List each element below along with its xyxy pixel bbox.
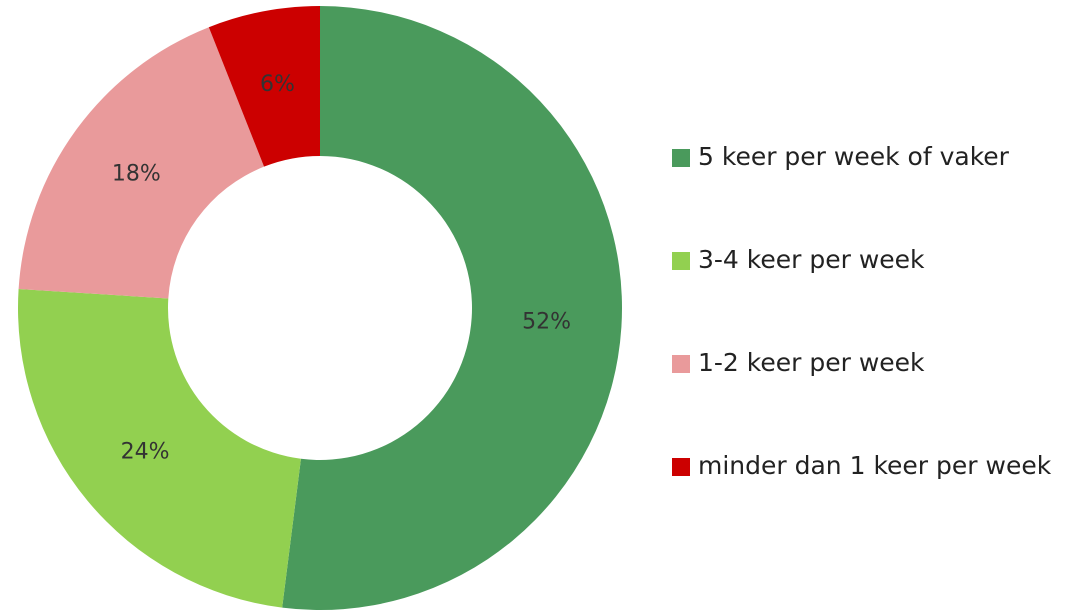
value-label: 52%	[522, 309, 571, 334]
value-label: 6%	[260, 72, 295, 97]
legend-label: 3-4 keer per week	[698, 245, 925, 274]
legend-swatch	[672, 149, 690, 167]
legend-label: minder dan 1 keer per week	[698, 451, 1052, 480]
legend-label: 5 keer per week of vaker	[698, 142, 1010, 171]
legend-swatch	[672, 355, 690, 373]
donut-slice	[282, 6, 622, 610]
donut-slice	[208, 6, 320, 167]
legend-swatch	[672, 252, 690, 270]
donut-slice	[18, 27, 265, 299]
value-label: 18%	[112, 162, 161, 187]
value-label: 24%	[121, 440, 170, 465]
legend-swatch	[672, 458, 690, 476]
legend-label: 1-2 keer per week	[698, 348, 925, 377]
donut-slice	[18, 289, 301, 608]
